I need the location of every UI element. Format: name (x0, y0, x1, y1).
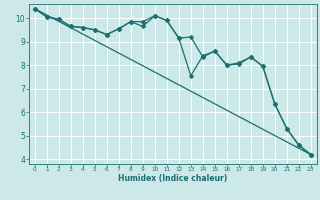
X-axis label: Humidex (Indice chaleur): Humidex (Indice chaleur) (118, 174, 228, 183)
